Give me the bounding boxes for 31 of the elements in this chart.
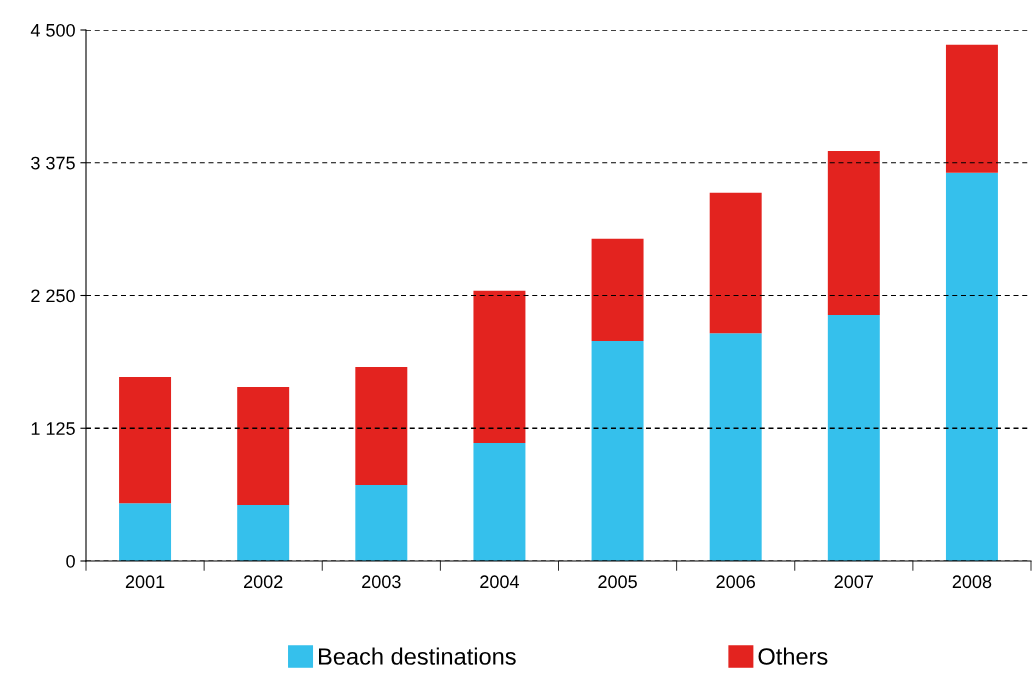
bar <box>237 386 290 505</box>
bar <box>945 172 998 561</box>
x-tick-label: 2002 <box>244 575 283 589</box>
x-tick-label: 2005 <box>598 575 637 589</box>
bar <box>473 443 526 561</box>
bar <box>473 290 526 443</box>
x-tick-label: 2007 <box>834 575 873 589</box>
x-tick-label: 2004 <box>480 575 519 589</box>
x-tick-label: 2006 <box>716 575 755 589</box>
bar <box>709 192 762 334</box>
bar <box>709 333 762 561</box>
bar <box>591 340 644 561</box>
bar <box>827 314 880 561</box>
bar <box>119 376 172 504</box>
y-tick-label: 1 125 <box>31 422 75 435</box>
y-tick-label: 2 250 <box>31 289 75 303</box>
x-tick-label: 2003 <box>362 575 401 589</box>
bar <box>355 366 408 485</box>
x-tick-label: 2008 <box>952 575 992 589</box>
bar <box>827 150 880 315</box>
bar <box>237 504 290 561</box>
x-tick-label: 2001 <box>125 575 165 589</box>
y-tick-label: 4 500 <box>30 23 75 37</box>
bar <box>945 44 998 173</box>
legend-label: Beach destinations <box>319 647 516 665</box>
y-tick-label: 0 <box>66 554 75 568</box>
bar <box>119 503 172 561</box>
y-tick-label: 3 375 <box>31 156 75 170</box>
legend-label: Others <box>758 647 828 665</box>
bar <box>355 484 408 561</box>
bar <box>591 238 644 341</box>
